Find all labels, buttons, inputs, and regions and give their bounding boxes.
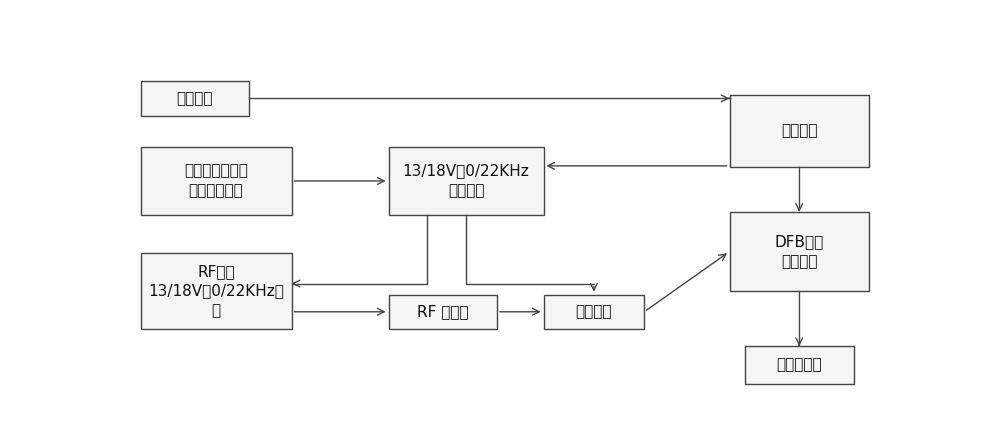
Bar (140, 147, 292, 215)
Bar (730, 212, 869, 291)
Bar (388, 147, 544, 215)
Bar (745, 346, 854, 384)
Bar (140, 81, 249, 116)
Text: RF 放大器: RF 放大器 (417, 304, 469, 319)
Text: 电源管理: 电源管理 (781, 123, 818, 139)
Text: 光信号输出: 光信号输出 (776, 358, 822, 373)
Bar (544, 295, 644, 329)
Text: 13/18V、0/22KHz
发生电路: 13/18V、0/22KHz 发生电路 (403, 164, 529, 198)
Bar (730, 95, 869, 167)
Text: 驱动电路: 驱动电路 (576, 304, 612, 319)
Text: RF输入
13/18V、0/22KHz输
出: RF输入 13/18V、0/22KHz输 出 (148, 264, 284, 318)
Bar (140, 253, 292, 329)
Text: 卫星高频头工作
状态选择开关: 卫星高频头工作 状态选择开关 (184, 164, 248, 198)
Text: DFB带隔
离激光器: DFB带隔 离激光器 (775, 234, 824, 269)
Bar (388, 295, 497, 329)
Text: 电源输入: 电源输入 (176, 91, 213, 106)
